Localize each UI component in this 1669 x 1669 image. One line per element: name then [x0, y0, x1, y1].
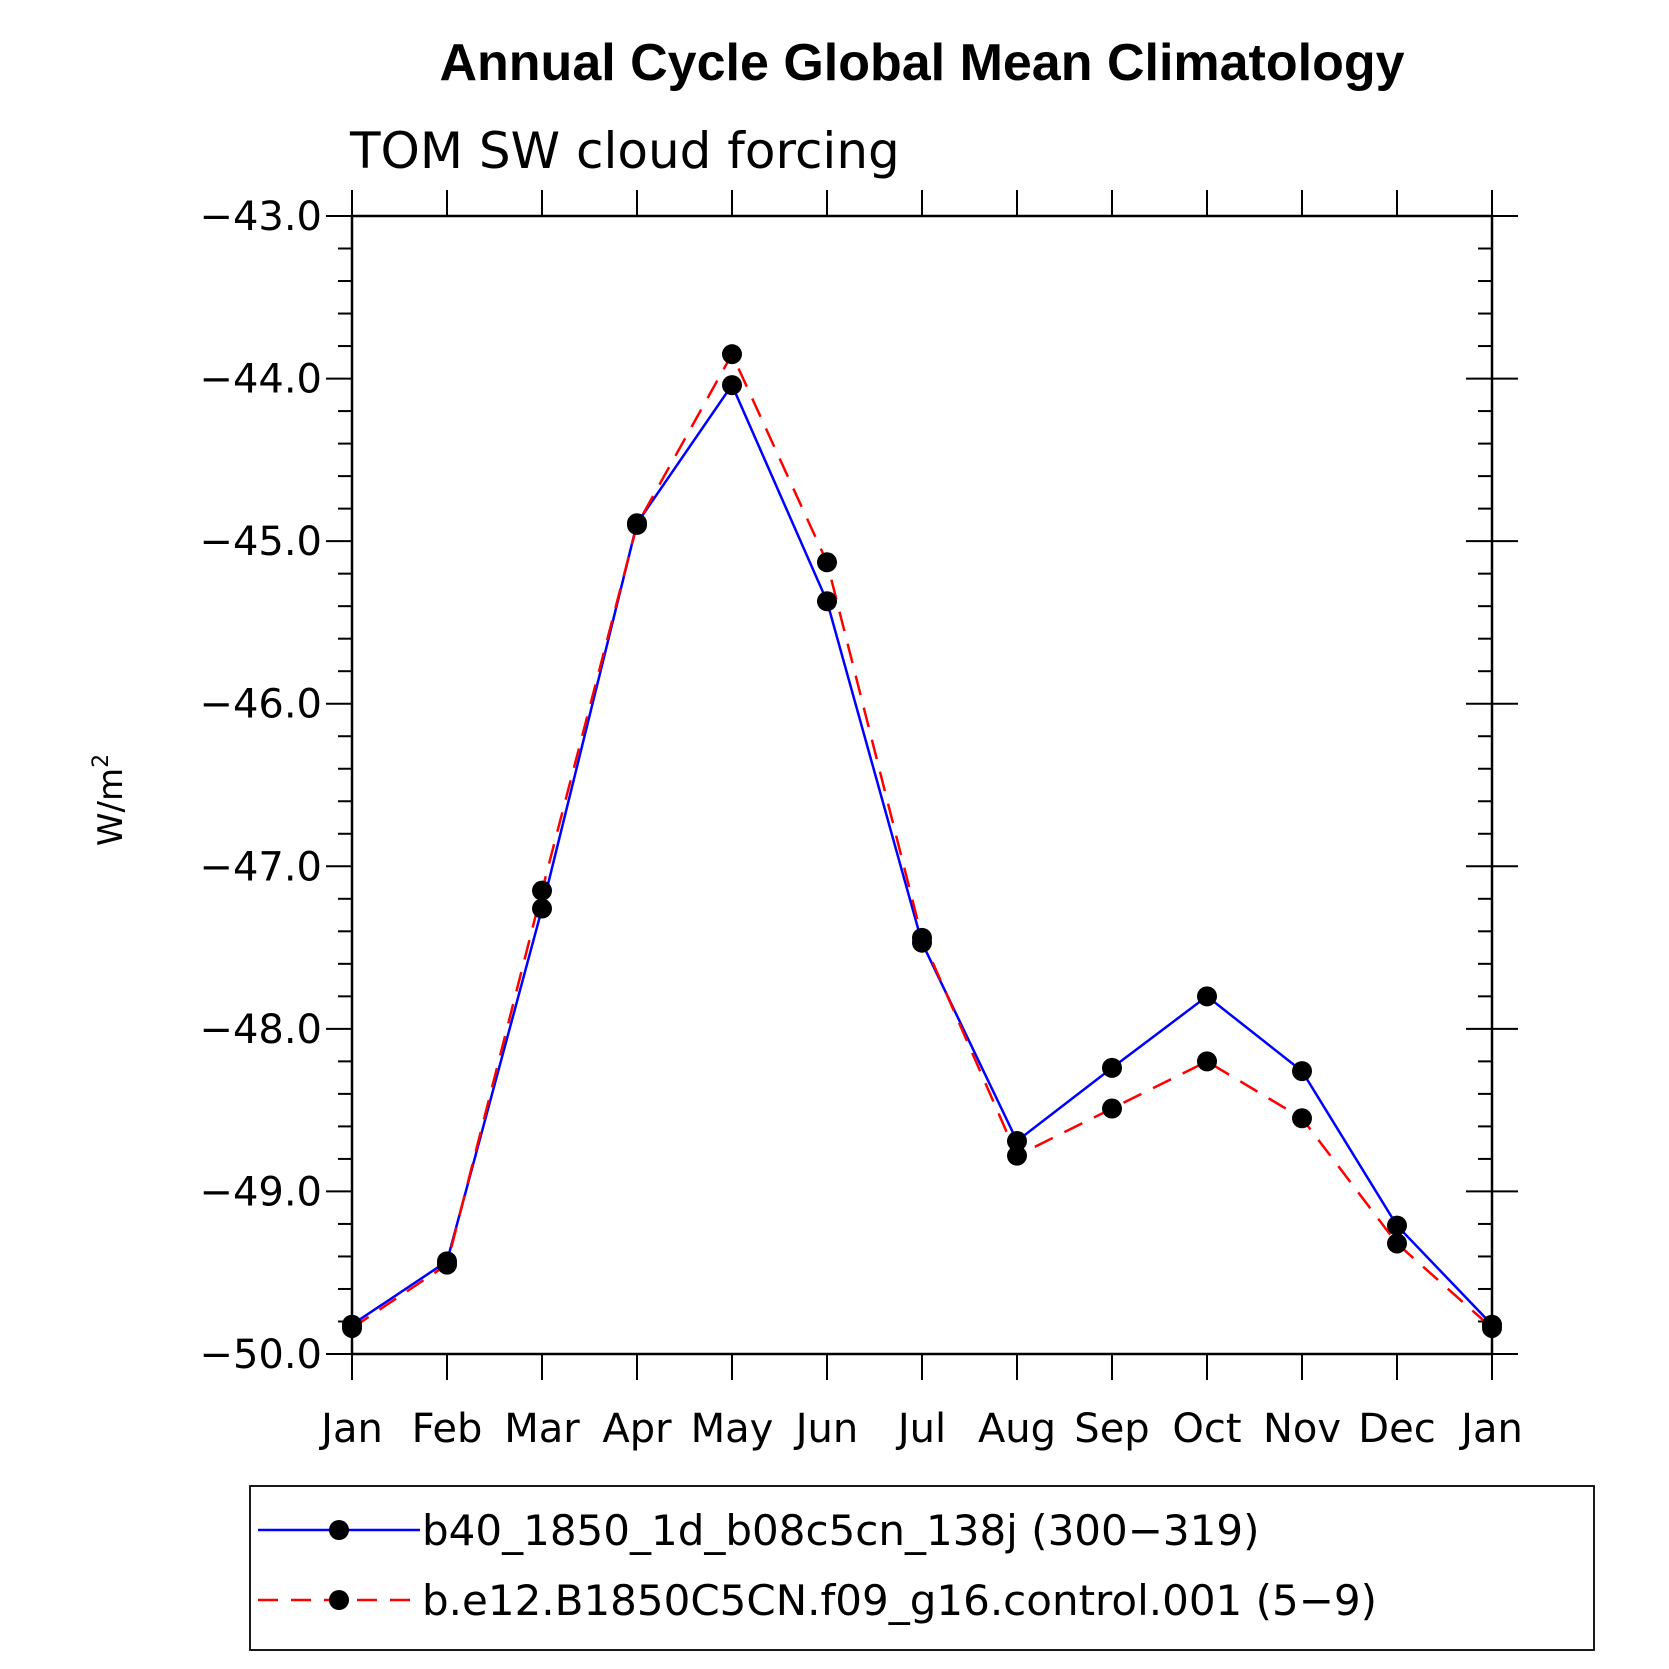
x-tick-label: Jan: [1458, 1406, 1523, 1452]
series-2-point: [722, 344, 742, 365]
x-tick-label: Aug: [978, 1406, 1056, 1452]
x-tick-label: Oct: [1172, 1406, 1241, 1452]
x-tick-label: May: [691, 1406, 774, 1452]
x-tick-labels: Jan Feb Mar Apr May Jun Jul Aug Sep Oct Nov Dec Jan: [318, 1406, 1523, 1452]
series-2-point: [817, 552, 837, 573]
x-tick-label: Apr: [602, 1406, 672, 1452]
series-markers: [342, 344, 1502, 1338]
legend-marker-series-2: [329, 1590, 349, 1610]
x-tick-label: Jun: [793, 1406, 859, 1452]
legend-label-series-1: b40_1850_1d_b08c5cn_138j (300−319): [422, 1506, 1259, 1555]
x-tick-label: Nov: [1263, 1406, 1341, 1452]
legend-box: [249, 1485, 1595, 1651]
y-tick-label: −44.0: [199, 357, 322, 403]
series-2-point: [342, 1317, 362, 1338]
series-1-point: [722, 375, 742, 396]
series-1-point: [1292, 1061, 1312, 1082]
series-1-point: [1387, 1215, 1407, 1236]
series-2-point: [912, 927, 932, 948]
x-tick-label: Sep: [1074, 1406, 1149, 1452]
y-tick-label: −45.0: [199, 519, 322, 565]
y-tick-label: −49.0: [199, 1169, 322, 1215]
y-axis-label-text: W/m: [91, 768, 131, 846]
series-2-point: [1482, 1317, 1502, 1338]
series-2-point: [532, 880, 552, 901]
series-line-2: [351, 351, 1493, 1330]
series-2-point: [1007, 1145, 1027, 1166]
legend-label-series-2: b.e12.B1850C5CN.f09_g16.control.001 (5−9…: [422, 1576, 1377, 1625]
series-1-point: [1197, 986, 1217, 1007]
legend: b40_1850_1d_b08c5cn_138j (300−319) b.e12…: [249, 1485, 1595, 1651]
series-2-point: [1197, 1051, 1217, 1072]
series-2-point: [1292, 1108, 1312, 1129]
x-tick-label: Feb: [412, 1406, 483, 1452]
series-1-point: [1007, 1131, 1027, 1152]
series-2-point: [437, 1254, 457, 1275]
series-1-point: [817, 591, 837, 612]
series-line-1: [351, 382, 1493, 1326]
x-tick-label: Dec: [1358, 1406, 1435, 1452]
y-tick-label: −46.0: [199, 682, 322, 728]
plot-frame: [350, 214, 1494, 1356]
x-tick-label: Jul: [895, 1406, 946, 1452]
y-tick-label: −50.0: [199, 1332, 322, 1378]
series-1-point: [1102, 1057, 1122, 1078]
x-tick-label: Jan: [318, 1406, 383, 1452]
series-2-point: [627, 514, 647, 535]
y-tick-label: −43.0: [199, 194, 322, 240]
x-tick-label: Mar: [504, 1406, 580, 1452]
series-2-point: [1102, 1098, 1122, 1119]
y-tick-label: −47.0: [199, 844, 322, 890]
series-2-point: [1387, 1233, 1407, 1254]
series-lines: [351, 351, 1493, 1330]
legend-marker-series-1: [329, 1520, 349, 1540]
y-tick-label: −48.0: [199, 1007, 322, 1053]
y-tick-labels: −43.0 −44.0 −45.0 −46.0 −47.0 −48.0 −49.0 −50.0: [199, 194, 322, 1378]
y-axis-label-superscript: 2: [89, 754, 114, 768]
chart-title: Annual Cycle Global Mean Climatology: [439, 34, 1404, 92]
axis-ticks: [326, 190, 1518, 1380]
series-1-point: [532, 898, 552, 919]
chart-subtitle: TOM SW cloud forcing: [349, 122, 900, 180]
y-axis-label: W/m2: [89, 754, 131, 846]
